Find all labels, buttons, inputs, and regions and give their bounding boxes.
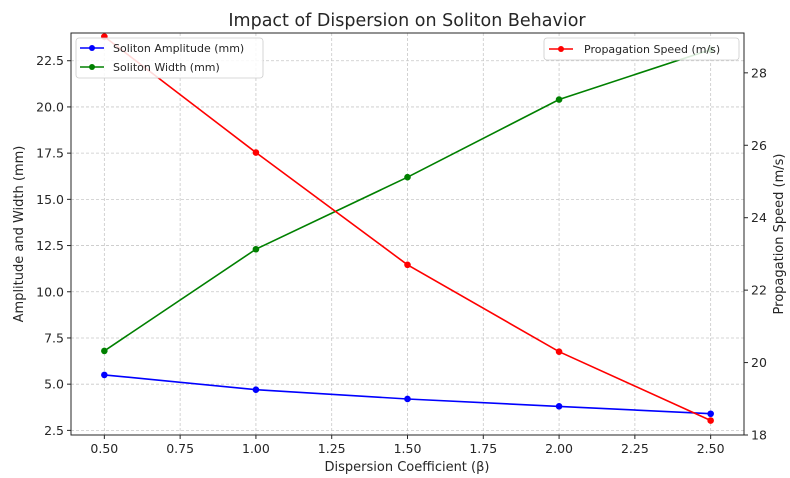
data-point-0 xyxy=(707,410,714,418)
x-axis: 0.50 0.75 1.00 1.25 1.50 1.75 2.00 2.25 2.50 xyxy=(90,435,725,456)
legend-marker-width xyxy=(89,64,95,70)
x-tick-label: 1.00 xyxy=(242,441,270,456)
data-point-2 xyxy=(252,149,260,156)
legend-left: Soliton Amplitude (mm) Soliton Width (mm… xyxy=(75,37,264,79)
legend-label-amplitude: Soliton Amplitude (mm) xyxy=(113,42,244,55)
x-tick-label: 1.75 xyxy=(469,441,497,456)
x-tick-label: 0.50 xyxy=(90,441,118,456)
y-left-tick-label: 22.5 xyxy=(36,53,64,68)
y-axis-right: 18 20 22 24 26 28 xyxy=(744,65,767,443)
y-right-tick-label: 24 xyxy=(751,210,767,225)
y-left-tick-label: 17.5 xyxy=(36,146,64,161)
data-point-0 xyxy=(101,371,108,379)
x-tick-label: 2.00 xyxy=(545,441,573,456)
y-axis-left-label: Amplitude and Width (mm) xyxy=(12,146,27,323)
legend-right: Propagation Speed (m/s) xyxy=(543,37,740,61)
y-left-tick-label: 2.5 xyxy=(44,423,64,438)
legend-label-width: Soliton Width (mm) xyxy=(113,61,220,74)
y-axis-right-label: Propagation Speed (m/s) xyxy=(772,154,787,315)
x-tick-label: 0.75 xyxy=(166,441,194,456)
y-right-tick-label: 22 xyxy=(751,283,767,298)
x-tick-label: 2.25 xyxy=(621,441,649,456)
data-point-2 xyxy=(404,261,411,269)
data-point-2 xyxy=(555,348,563,356)
y-left-tick-label: 7.5 xyxy=(44,330,64,345)
data-point-0 xyxy=(252,386,260,394)
data-point-1 xyxy=(101,347,108,355)
x-tick-label: 2.50 xyxy=(697,441,725,456)
y-left-tick-label: 12.5 xyxy=(36,238,64,253)
legend-label-speed: Propagation Speed (m/s) xyxy=(584,43,720,56)
data-point-1 xyxy=(252,245,260,253)
x-tick-label: 1.50 xyxy=(394,441,422,456)
y-axis-left: 2.5 5.0 7.5 10.0 12.5 15.0 17.5 20.0 22.5 xyxy=(36,53,71,438)
data-point-2 xyxy=(707,417,714,424)
y-right-tick-label: 28 xyxy=(751,65,767,80)
chart-title: Impact of Dispersion on Soliton Behavior xyxy=(228,11,586,31)
grid xyxy=(71,33,744,435)
y-left-tick-label: 10.0 xyxy=(36,284,64,299)
data-point-1 xyxy=(404,173,411,181)
data-point-1 xyxy=(555,96,563,103)
legend-marker-speed xyxy=(558,46,564,52)
x-axis-label: Dispersion Coefficient (β) xyxy=(325,460,490,475)
legend-marker-amplitude xyxy=(89,45,95,51)
y-right-tick-label: 18 xyxy=(751,428,767,443)
y-right-tick-label: 20 xyxy=(751,355,767,370)
y-left-tick-label: 20.0 xyxy=(36,99,64,114)
y-left-tick-label: 15.0 xyxy=(36,192,64,207)
y-right-tick-label: 26 xyxy=(751,138,767,153)
data-point-0 xyxy=(555,403,563,410)
data-point-0 xyxy=(404,395,411,403)
y-left-tick-label: 5.0 xyxy=(44,377,64,392)
x-tick-label: 1.25 xyxy=(318,441,346,456)
